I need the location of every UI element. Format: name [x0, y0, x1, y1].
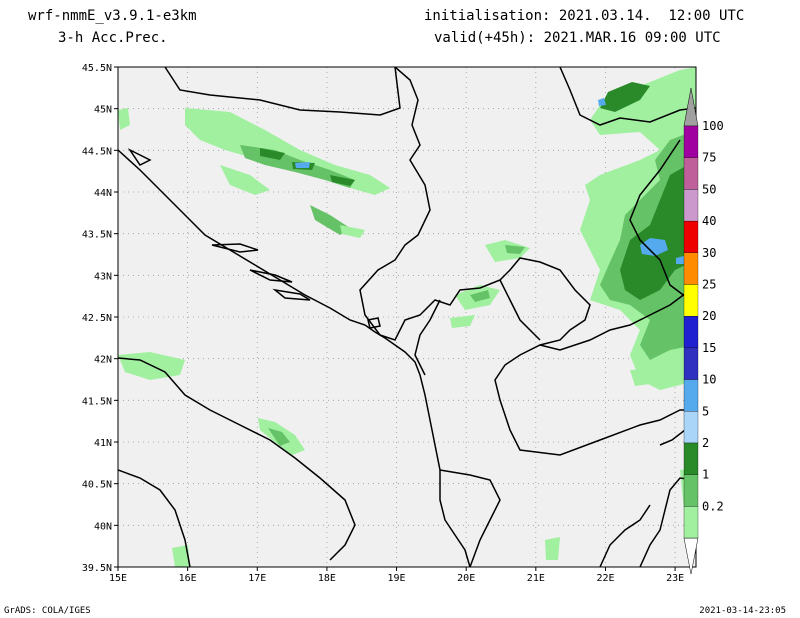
init-time: initialisation: 2021.03.14. 12:00 UTC [424, 8, 745, 24]
lon-tick-label: 18E [318, 573, 336, 584]
lon-tick-label: 22E [596, 573, 614, 584]
legend-label: 100 [702, 119, 724, 133]
legend-swatch [683, 379, 699, 412]
lat-tick-label: 42N [94, 355, 112, 366]
legend-label: 40 [702, 214, 716, 228]
lon-tick-label: 15E [109, 573, 127, 584]
lat-tick-label: 45.5N [82, 63, 112, 74]
legend-swatch [683, 189, 699, 222]
legend-swatch [683, 506, 699, 539]
legend-label: 30 [702, 246, 716, 260]
legend-label: 2 [702, 436, 709, 450]
lat-tick-label: 41N [94, 438, 112, 449]
lon-tick-label: 21E [527, 573, 545, 584]
lon-tick-label: 19E [388, 573, 406, 584]
legend-swatch [683, 125, 699, 158]
lat-tick-label: 45N [94, 105, 112, 116]
map-background [118, 67, 696, 567]
legend-label: 25 [702, 278, 716, 292]
legend-swatch [683, 442, 699, 475]
lat-tick-label: 44N [94, 188, 112, 199]
legend-label: 1 [702, 468, 709, 482]
legend-cap-bottom [683, 537, 699, 575]
lon-tick-label: 16E [179, 573, 197, 584]
legend-swatch [683, 411, 699, 444]
legend-swatch [683, 284, 699, 317]
legend-swatch [683, 220, 699, 253]
coastlines-and-borders [118, 67, 696, 567]
legend-label: 20 [702, 309, 716, 323]
legend-label: 50 [702, 182, 716, 196]
lat-tick-label: 39.5N [82, 563, 112, 574]
legend-label: 5 [702, 404, 709, 418]
color-legend: 100 75 50 40 30 25 20 15 10 5 2 1 0.2 [683, 87, 724, 575]
lat-tick-label: 42.5N [82, 313, 112, 324]
legend-label: 75 [702, 151, 716, 165]
legend-label: 0.2 [702, 499, 724, 513]
lat-tick-label: 43N [94, 271, 112, 282]
lat-tick-label: 41.5N [82, 396, 112, 407]
legend-swatch [683, 316, 699, 349]
valid-time: valid(+45h): 2021.MAR.16 09:00 UTC [434, 30, 721, 46]
grads-credit: GrADS: COLA/IGES [4, 606, 91, 616]
lon-tick-label: 20E [457, 573, 475, 584]
field-title: 3-h Acc.Prec. [58, 30, 168, 46]
lat-tick-label: 44.5N [82, 146, 112, 157]
lat-tick-label: 43.5N [82, 230, 112, 241]
render-timestamp: 2021-03-14-23:05 [699, 606, 786, 616]
lat-tick-label: 40N [94, 521, 112, 532]
legend-label: 15 [702, 341, 716, 355]
legend-label: 10 [702, 373, 716, 387]
lon-tick-label: 17E [248, 573, 266, 584]
axis-ticks: 15E 16E 17E 18E 19E 20E 21E 22E 23E 45.5N 45N 44.5N… [82, 63, 684, 584]
legend-swatch [683, 157, 699, 190]
lat-tick-label: 40.5N [82, 480, 112, 491]
model-title: wrf-nmmE_v3.9.1-e3km [28, 8, 197, 24]
legend-swatch [683, 474, 699, 507]
lon-tick-label: 23E [666, 573, 684, 584]
legend-swatch [683, 252, 699, 285]
legend-swatch [683, 347, 699, 380]
